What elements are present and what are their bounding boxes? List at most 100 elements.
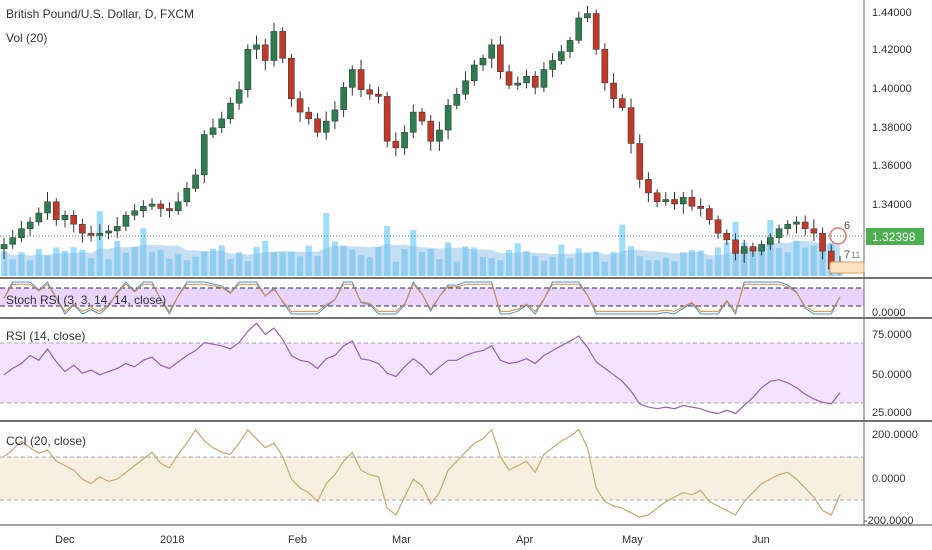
candle-body[interactable] (592, 13, 600, 50)
candle-body[interactable] (70, 214, 77, 225)
candle-body[interactable] (192, 174, 199, 189)
candle-body[interactable] (305, 111, 313, 120)
candle-body[interactable] (645, 179, 652, 194)
event-flag-icon[interactable] (829, 227, 847, 245)
candle-body[interactable] (87, 232, 95, 236)
candle-body[interactable] (749, 246, 757, 252)
candle-body[interactable] (531, 75, 539, 88)
candle-body[interactable] (383, 96, 391, 142)
candle-body[interactable] (436, 129, 443, 142)
candle-body[interactable] (9, 237, 17, 245)
candle-body[interactable] (131, 210, 138, 216)
candle-body[interactable] (140, 206, 147, 212)
candle-body[interactable] (244, 49, 252, 90)
candle-body[interactable] (0, 244, 8, 250)
candle-body[interactable] (18, 228, 25, 238)
candle-body[interactable] (706, 208, 713, 220)
candle-body[interactable] (732, 239, 739, 254)
candle-body[interactable] (444, 105, 452, 131)
candle-body[interactable] (453, 93, 461, 106)
candle-body[interactable] (575, 17, 583, 41)
candle-body[interactable] (61, 214, 69, 220)
candle-body[interactable] (601, 49, 609, 84)
candle-body[interactable] (775, 228, 783, 238)
candle-body[interactable] (375, 93, 382, 97)
candle-body[interactable] (758, 244, 765, 252)
candle-body[interactable] (392, 140, 400, 149)
candle-body[interactable] (331, 109, 339, 122)
candle-body[interactable] (618, 98, 626, 108)
candle-body[interactable] (488, 44, 495, 59)
candle-body[interactable] (349, 69, 356, 88)
candle-body[interactable] (296, 98, 304, 113)
price-axis[interactable]: 1.44000 1.42000 1.40000 1.38000 1.36000 … (872, 7, 912, 211)
candle-body[interactable] (157, 203, 165, 209)
candle-body[interactable] (558, 51, 565, 61)
candle-body[interactable] (270, 31, 278, 61)
candle-body[interactable] (523, 75, 530, 84)
candle-body[interactable] (767, 237, 774, 245)
candle-body[interactable] (314, 118, 321, 133)
candle-body[interactable] (122, 214, 130, 227)
candle-body[interactable] (44, 201, 51, 214)
candle-body[interactable] (340, 87, 347, 111)
candle-body[interactable] (566, 40, 574, 52)
candle-body[interactable] (784, 223, 792, 229)
candle-body[interactable] (801, 221, 809, 229)
candle-body[interactable] (662, 199, 670, 202)
candle-body[interactable] (540, 69, 548, 88)
candle-body[interactable] (462, 80, 469, 95)
candle-body[interactable] (279, 31, 286, 59)
candle-body[interactable] (409, 111, 417, 133)
candle-body[interactable] (610, 82, 617, 99)
candle-body[interactable] (497, 44, 504, 72)
candle-body[interactable] (227, 102, 234, 120)
candle-body[interactable] (671, 199, 678, 205)
candle-body[interactable] (636, 143, 644, 180)
candle-body[interactable] (174, 201, 182, 212)
candle-body[interactable] (253, 44, 260, 50)
candle-body[interactable] (679, 197, 687, 205)
event-badges[interactable]: 6 7 11 (829, 220, 865, 274)
candle-body[interactable] (479, 58, 487, 66)
candle-body[interactable] (218, 118, 226, 129)
candle-body[interactable] (261, 44, 269, 61)
candle-body[interactable] (740, 246, 748, 254)
candle-body[interactable] (505, 71, 513, 86)
candle-body[interactable] (200, 134, 208, 176)
candle-body[interactable] (288, 58, 295, 99)
candle-body[interactable] (819, 232, 826, 252)
candle-body[interactable] (427, 120, 435, 142)
candle-body[interactable] (357, 69, 365, 90)
candle-body[interactable] (549, 60, 556, 70)
candle-body[interactable] (79, 223, 86, 234)
candle-body[interactable] (470, 64, 478, 81)
candle-body[interactable] (418, 111, 426, 122)
candle-body[interactable] (653, 192, 661, 203)
event-flag-icon[interactable] (829, 261, 865, 274)
time-axis[interactable]: Dec 2018 Feb Mar Apr May Jun (55, 534, 770, 546)
candle-body[interactable] (35, 212, 43, 223)
candle-body[interactable] (627, 107, 635, 144)
candle-body[interactable] (52, 201, 60, 220)
candle-body[interactable] (714, 219, 722, 234)
candle-body[interactable] (322, 120, 330, 133)
candle-body[interactable] (697, 206, 704, 209)
candle-body[interactable] (166, 208, 173, 211)
candle-body[interactable] (209, 127, 217, 135)
candle-body[interactable] (148, 203, 156, 207)
candle-body[interactable] (26, 221, 34, 229)
candle-body[interactable] (584, 13, 591, 19)
candle-body[interactable] (688, 197, 696, 207)
candle-body[interactable] (514, 82, 522, 86)
candle-body[interactable] (401, 132, 408, 149)
candlesticks[interactable] (0, 5, 844, 275)
candle-body[interactable] (183, 188, 191, 203)
candle-body[interactable] (810, 228, 818, 234)
candle-body[interactable] (366, 89, 374, 95)
candle-body[interactable] (793, 221, 800, 225)
candle-body[interactable] (113, 226, 121, 232)
candle-body[interactable] (105, 230, 112, 234)
candle-body[interactable] (96, 232, 104, 236)
candle-body[interactable] (723, 232, 731, 241)
